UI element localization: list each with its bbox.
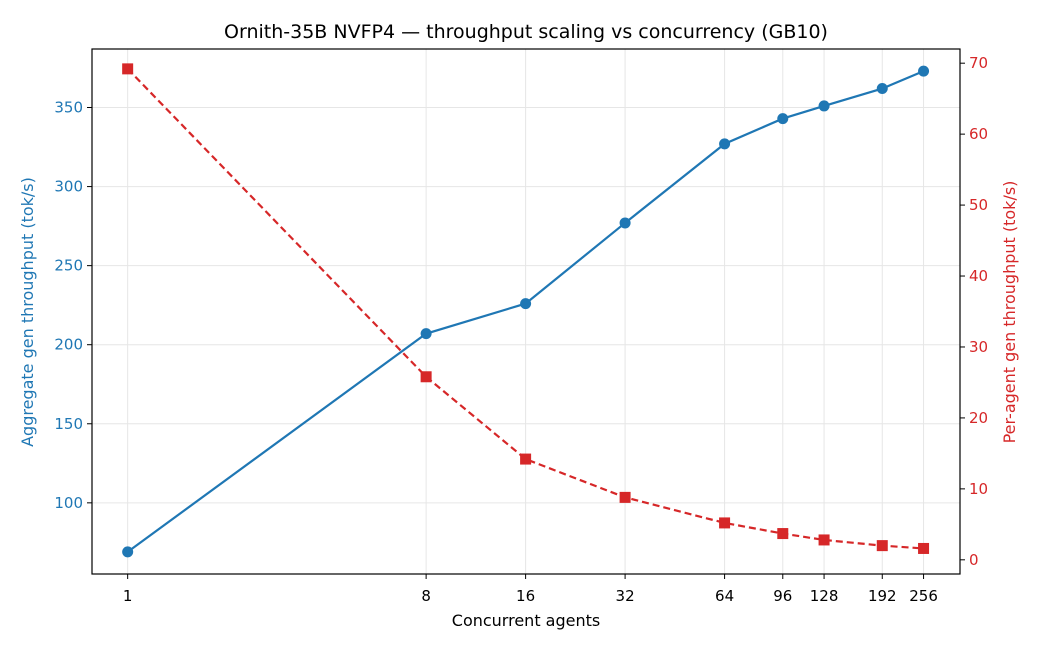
data-point-right [719,517,731,529]
y-right-axis-label: Per-agent gen throughput (tok/s) [1000,181,1019,444]
plot-frame [91,48,961,575]
x-tick-label: 1 [123,587,133,605]
data-point-left [777,113,789,125]
data-point-left [520,298,532,310]
data-point-right [122,63,134,75]
data-point-right [818,534,830,546]
y-left-tick-label: 300 [54,178,83,196]
y-right-tick-label: 70 [969,54,988,72]
y-left-tick-label: 100 [54,494,83,512]
y-right-tick-label: 10 [969,480,988,498]
data-point-left [420,328,432,340]
x-tick-label: 192 [868,587,897,605]
grid-lines [92,49,960,574]
x-tick-label: 32 [616,587,635,605]
data-point-right [777,528,789,540]
y-right-tick-label: 40 [969,267,988,285]
y-left-tick-label: 350 [54,99,83,117]
y-left-tick-label: 200 [54,336,83,354]
data-point-left [122,546,134,558]
data-point-left [876,83,888,95]
x-tick-label: 256 [909,587,938,605]
y-left-tick-label: 150 [54,415,83,433]
x-axis-label: Concurrent agents [452,611,600,630]
x-tick-label: 8 [421,587,431,605]
y-right-tick-label: 20 [969,409,988,427]
series-group [122,63,930,558]
axes: 1 8 16 32 64 96 128 192 256 100 150 200 250 300 350 0 10… [54,48,988,605]
data-point-right [918,542,930,554]
x-tick-label: 64 [715,587,734,605]
x-tick-label: 96 [773,587,792,605]
y-left-axis-label: Aggregate gen throughput (tok/s) [18,177,37,447]
series-line-right [126,68,924,550]
data-point-left [719,138,731,150]
data-point-right [520,453,532,465]
data-point-left [619,217,631,229]
y-right-tick-label: 30 [969,338,988,356]
chart-title: Ornith-35B NVFP4 — throughput scaling vs… [224,21,828,43]
data-point-left [918,65,930,77]
x-tick-label: 16 [516,587,535,605]
data-point-left [818,100,830,112]
data-point-right [420,371,432,383]
y-right-tick-label: 50 [969,196,988,214]
data-point-right [876,540,888,552]
y-right-tick-label: 60 [969,125,988,143]
x-tick-label: 128 [810,587,839,605]
y-left-tick-label: 250 [54,257,83,275]
data-point-right [619,491,631,503]
y-right-tick-label: 0 [969,551,979,569]
